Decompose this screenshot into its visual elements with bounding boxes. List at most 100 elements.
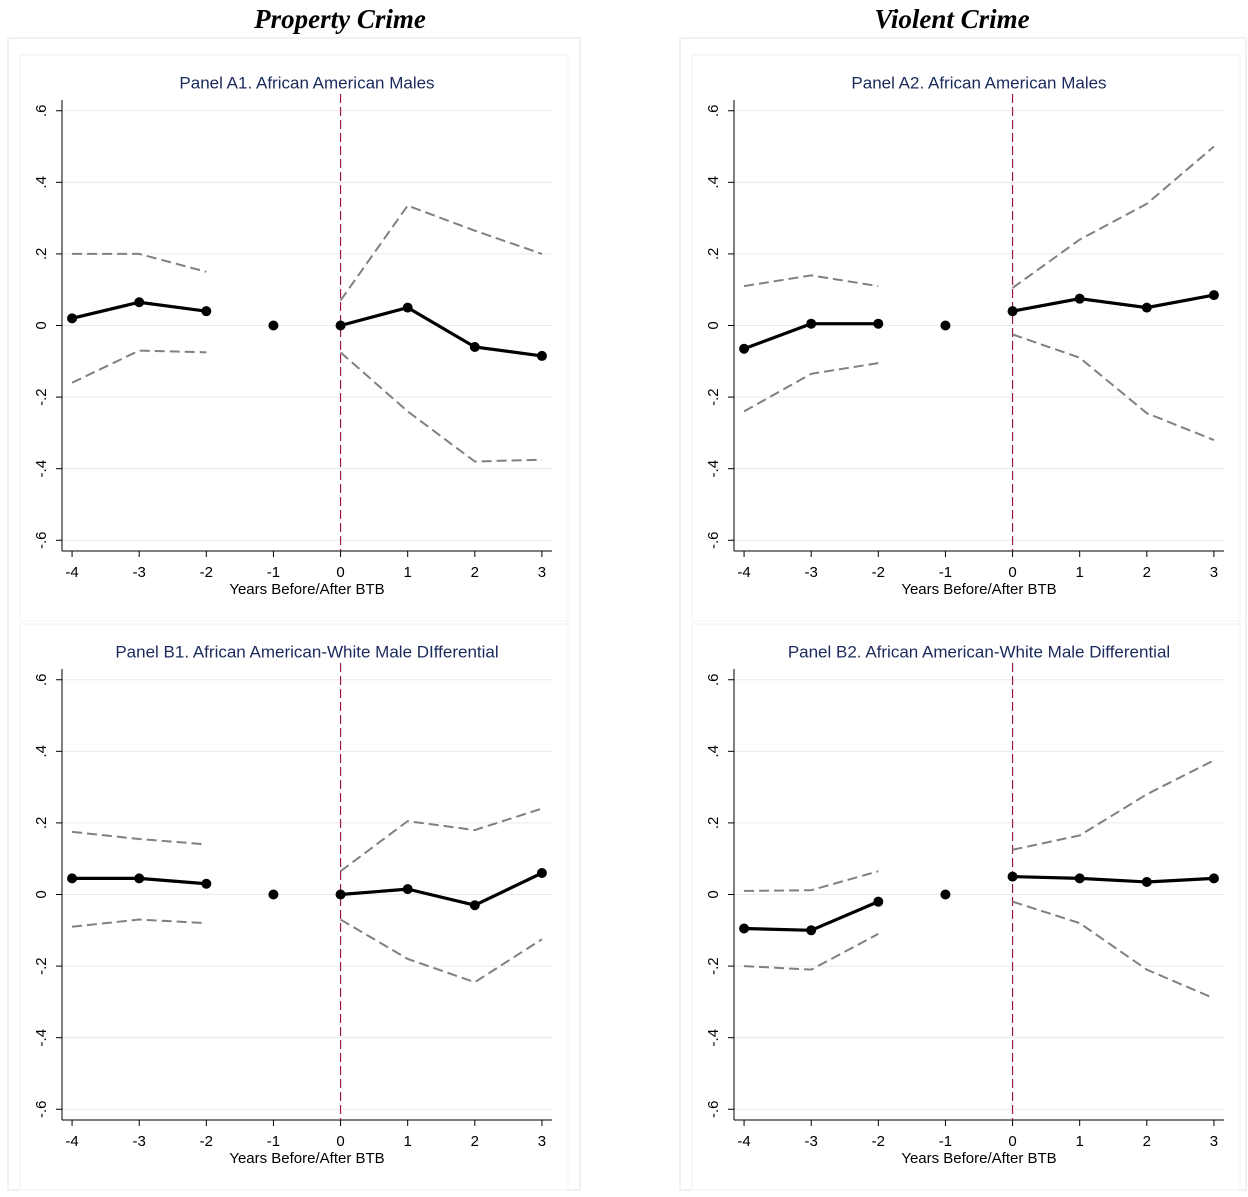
y-tick-label: -.6 <box>33 532 50 550</box>
x-tick-label: 3 <box>1210 1133 1218 1150</box>
x-axis-label: Years Before/After BTB <box>901 1150 1056 1167</box>
x-tick-label: -1 <box>267 1133 280 1150</box>
estimate-point <box>134 297 145 308</box>
estimate-point <box>1141 302 1152 313</box>
estimate-point <box>67 873 78 884</box>
y-tick-label: 0 <box>33 321 50 329</box>
x-tick-label: -3 <box>133 1133 146 1150</box>
panel-frame <box>19 623 569 1191</box>
estimate-point <box>1208 290 1219 301</box>
y-tick-label: .2 <box>33 248 50 261</box>
x-tick-label: -2 <box>200 564 213 581</box>
x-tick-label: 3 <box>538 564 546 581</box>
ci-line <box>744 900 1215 1000</box>
ci-line <box>743 145 1215 289</box>
x-tick-label: -4 <box>737 564 750 581</box>
y-tick-label: -.2 <box>33 957 50 975</box>
y-tick-label: -.4 <box>33 1029 50 1047</box>
x-tick-label: 0 <box>1008 1133 1016 1150</box>
x-tick-label: -3 <box>805 1133 818 1150</box>
estimate-point <box>134 873 145 884</box>
ci-line <box>744 759 1215 892</box>
panel-title: Panel A1. African American Males <box>179 73 434 92</box>
x-tick-label: 1 <box>404 1133 412 1150</box>
ci-line <box>743 333 1215 441</box>
estimate-point <box>1074 293 1085 304</box>
y-tick-label: .4 <box>705 176 722 189</box>
y-tick-label: .6 <box>33 104 50 117</box>
y-tick-label: -.2 <box>705 388 722 406</box>
column-title: Property Crime <box>253 4 426 34</box>
estimate-point <box>402 302 413 313</box>
x-tick-label: -1 <box>939 1133 952 1150</box>
estimate-point <box>1007 871 1018 882</box>
baseline-point <box>940 889 951 900</box>
column-title: Violent Crime <box>874 4 1029 34</box>
y-tick-label: 0 <box>705 321 722 329</box>
baseline-point <box>268 889 279 900</box>
estimate-point <box>739 923 750 934</box>
y-tick-label: -.4 <box>33 460 50 478</box>
panel-frame <box>691 54 1241 622</box>
x-tick-label: -1 <box>267 564 280 581</box>
panel-frame <box>19 54 569 622</box>
x-tick-label: 0 <box>1008 564 1016 581</box>
estimate-point <box>469 341 480 352</box>
x-tick-label: 2 <box>1143 1133 1151 1150</box>
y-tick-label: -.6 <box>33 1101 50 1119</box>
estimate-point <box>873 318 884 329</box>
estimate-point <box>335 320 346 331</box>
x-tick-label: 1 <box>1076 1133 1084 1150</box>
estimate-point <box>201 306 212 317</box>
ci-line <box>71 918 543 984</box>
x-tick-label: 3 <box>1210 564 1218 581</box>
estimate-point <box>536 350 547 361</box>
y-tick-label: .2 <box>33 817 50 830</box>
x-tick-label: -4 <box>65 564 78 581</box>
x-axis-label: Years Before/After BTB <box>229 581 384 598</box>
y-tick-label: .4 <box>33 745 50 758</box>
x-tick-label: 1 <box>1076 564 1084 581</box>
estimate-point <box>873 896 884 907</box>
x-tick-label: -3 <box>805 564 818 581</box>
panel-title: Panel B2. African American-White Male Di… <box>788 642 1170 661</box>
panel-frame <box>691 623 1241 1191</box>
y-tick-label: .6 <box>33 673 50 686</box>
y-tick-label: -.2 <box>705 957 722 975</box>
x-tick-label: 2 <box>471 564 479 581</box>
y-tick-label: -.6 <box>705 532 722 550</box>
estimate-point <box>335 889 346 900</box>
x-tick-label: 1 <box>404 564 412 581</box>
y-tick-label: -.2 <box>33 388 50 406</box>
y-tick-label: .4 <box>33 176 50 189</box>
x-tick-label: -4 <box>65 1133 78 1150</box>
x-tick-label: -3 <box>133 564 146 581</box>
x-tick-label: -2 <box>872 564 885 581</box>
y-tick-label: -.6 <box>705 1101 722 1119</box>
baseline-point <box>268 320 279 331</box>
y-tick-label: 0 <box>705 890 722 898</box>
x-tick-label: 0 <box>336 1133 344 1150</box>
panel-title: Panel B1. African American-White Male DI… <box>115 642 498 661</box>
estimate-point <box>536 868 547 879</box>
y-tick-label: .6 <box>705 104 722 117</box>
estimate-point <box>739 343 750 354</box>
estimate-point <box>1208 873 1219 884</box>
x-tick-label: 3 <box>538 1133 546 1150</box>
y-tick-label: -.4 <box>705 460 722 478</box>
ci-line <box>72 204 543 302</box>
x-tick-label: -2 <box>200 1133 213 1150</box>
estimate-point <box>1141 876 1152 887</box>
y-tick-label: 0 <box>33 890 50 898</box>
estimate-point <box>806 318 817 329</box>
estimate-point <box>1007 306 1018 317</box>
y-tick-label: .4 <box>705 745 722 758</box>
estimate-point <box>806 925 817 936</box>
x-tick-label: -1 <box>939 564 952 581</box>
x-tick-label: 2 <box>471 1133 479 1150</box>
estimate-point <box>67 313 78 324</box>
panel-title: Panel A2. African American Males <box>851 73 1106 92</box>
estimate-point <box>201 878 212 889</box>
x-tick-label: -4 <box>737 1133 750 1150</box>
estimate-point <box>402 884 413 895</box>
